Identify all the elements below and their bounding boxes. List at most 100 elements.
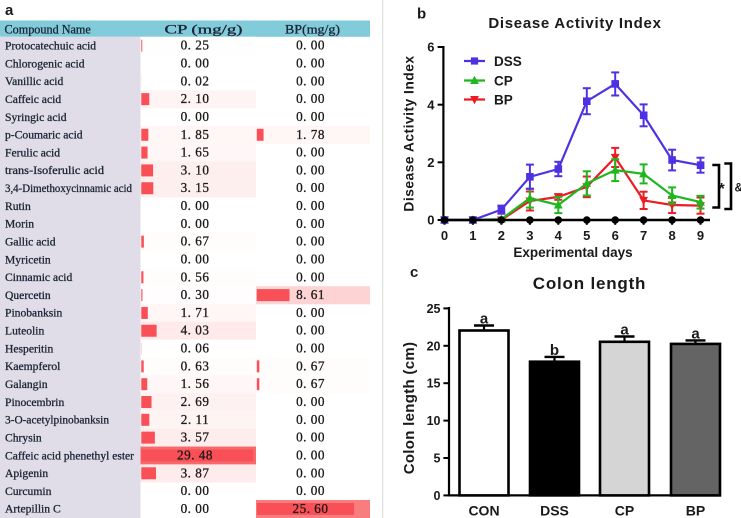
- svg-text:0. 02: 0. 02: [181, 73, 210, 88]
- svg-text:0: 0: [427, 213, 434, 228]
- svg-text:trans-Isoferulic acid: trans-Isoferulic acid: [5, 164, 104, 177]
- svg-text:0. 67: 0. 67: [296, 358, 325, 373]
- svg-text:3. 10: 3. 10: [181, 162, 210, 177]
- svg-text:BP: BP: [686, 503, 705, 518]
- svg-text:0. 00: 0. 00: [181, 109, 210, 124]
- svg-text:BP: BP: [494, 92, 513, 107]
- svg-text:0. 67: 0. 67: [181, 234, 210, 249]
- svg-text:10: 10: [427, 414, 441, 428]
- svg-text:0. 00: 0. 00: [296, 483, 325, 498]
- svg-text:3-O-acetylpinobanksin: 3-O-acetylpinobanksin: [5, 414, 109, 427]
- svg-text:0. 00: 0. 00: [296, 91, 325, 106]
- svg-text:Ferulic acid: Ferulic acid: [5, 146, 60, 159]
- svg-text:Cinnamic acid: Cinnamic acid: [5, 271, 72, 284]
- svg-text:Caffeic acid phenethyl ester: Caffeic acid phenethyl ester: [5, 449, 134, 462]
- svg-text:2: 2: [498, 228, 505, 243]
- svg-text:0. 00: 0. 00: [296, 465, 325, 480]
- svg-text:Kaempferol: Kaempferol: [5, 360, 60, 373]
- svg-text:4. 03: 4. 03: [181, 323, 210, 338]
- svg-text:8: 8: [668, 228, 675, 243]
- svg-text:0. 00: 0. 00: [296, 251, 325, 266]
- svg-text:3: 3: [526, 228, 533, 243]
- svg-text:9: 9: [697, 228, 704, 243]
- svg-text:0. 00: 0. 00: [181, 251, 210, 266]
- svg-text:2: 2: [427, 155, 434, 170]
- svg-text:Disease Activity Index: Disease Activity Index: [402, 55, 417, 211]
- svg-text:Caffeic acid: Caffeic acid: [5, 93, 61, 106]
- svg-text:Pinobanksin: Pinobanksin: [5, 307, 63, 320]
- svg-text:0. 00: 0. 00: [296, 73, 325, 88]
- svg-text:25: 25: [427, 302, 441, 316]
- svg-text:Galangin: Galangin: [5, 378, 48, 391]
- svg-text:0. 00: 0. 00: [296, 341, 325, 356]
- svg-text:a: a: [620, 322, 629, 339]
- svg-text:Colon length (cm): Colon length (cm): [401, 342, 418, 475]
- svg-text:0. 00: 0. 00: [296, 145, 325, 160]
- svg-text:Hesperitin: Hesperitin: [5, 342, 53, 355]
- svg-text:Experimental days: Experimental days: [513, 245, 632, 260]
- svg-text:p-Coumaric acid: p-Coumaric acid: [5, 129, 83, 142]
- svg-text:0. 00: 0. 00: [181, 198, 210, 213]
- svg-text:Chlorogenic acid: Chlorogenic acid: [5, 57, 85, 70]
- svg-text:Compound Name: Compound Name: [5, 22, 91, 36]
- svg-text:3,4-Dimethoxycinnamic acid: 3,4-Dimethoxycinnamic acid: [5, 182, 132, 195]
- svg-text:0. 25: 0. 25: [181, 38, 210, 53]
- svg-text:a: a: [480, 311, 489, 328]
- svg-text:2. 69: 2. 69: [181, 394, 210, 409]
- svg-text:6: 6: [427, 40, 434, 55]
- svg-text:0. 00: 0. 00: [181, 56, 210, 71]
- svg-text:5: 5: [434, 452, 441, 466]
- svg-text:Curcumin: Curcumin: [5, 485, 52, 498]
- svg-text:3. 87: 3. 87: [181, 465, 210, 480]
- svg-text:a: a: [5, 2, 14, 19]
- svg-text:Protocatechuic acid: Protocatechuic acid: [5, 40, 96, 53]
- svg-text:1. 65: 1. 65: [181, 145, 210, 160]
- svg-text:Disease Activity Index: Disease Activity Index: [488, 15, 661, 32]
- svg-text:0. 00: 0. 00: [296, 38, 325, 53]
- svg-text:&: &: [735, 183, 741, 195]
- svg-text:0. 00: 0. 00: [296, 198, 325, 213]
- svg-text:Chrysin: Chrysin: [5, 431, 42, 444]
- svg-text:5: 5: [583, 228, 590, 243]
- svg-text:1. 56: 1. 56: [181, 376, 210, 391]
- svg-text:Syringic acid: Syringic acid: [5, 111, 67, 124]
- svg-text:0. 56: 0. 56: [181, 269, 210, 284]
- svg-text:1. 85: 1. 85: [181, 127, 210, 142]
- svg-text:1: 1: [469, 228, 476, 243]
- svg-text:0. 00: 0. 00: [296, 234, 325, 249]
- svg-text:7: 7: [640, 228, 647, 243]
- svg-text:Apigenin: Apigenin: [5, 467, 48, 480]
- svg-text:Vanillic acid: Vanillic acid: [5, 75, 63, 88]
- svg-text:0. 67: 0. 67: [296, 376, 325, 391]
- svg-text:CP: CP: [615, 503, 634, 518]
- svg-text:0. 00: 0. 00: [296, 305, 325, 320]
- svg-text:BP(mg/g): BP(mg/g): [285, 22, 340, 36]
- svg-text:25. 60: 25. 60: [293, 501, 329, 516]
- svg-text:0. 63: 0. 63: [181, 358, 210, 373]
- svg-text:Rutin: Rutin: [5, 200, 31, 213]
- svg-text:0. 00: 0. 00: [296, 56, 325, 71]
- svg-text:a: a: [691, 326, 700, 343]
- svg-text:*: *: [718, 181, 725, 198]
- svg-text:15: 15: [427, 377, 441, 391]
- svg-text:0: 0: [434, 489, 441, 503]
- svg-text:3. 15: 3. 15: [181, 180, 210, 195]
- svg-text:c: c: [410, 264, 418, 281]
- svg-text:2. 11: 2. 11: [181, 412, 209, 427]
- svg-text:0. 00: 0. 00: [296, 447, 325, 462]
- svg-text:0. 30: 0. 30: [181, 287, 210, 302]
- svg-text:0. 00: 0. 00: [296, 323, 325, 338]
- svg-text:0. 00: 0. 00: [296, 412, 325, 427]
- svg-text:Colon length: Colon length: [533, 274, 646, 293]
- svg-text:Morin: Morin: [5, 218, 34, 231]
- svg-text:0. 06: 0. 06: [181, 341, 210, 356]
- svg-text:0. 00: 0. 00: [181, 501, 210, 516]
- svg-text:CP (mg/g): CP (mg/g): [165, 22, 243, 36]
- svg-text:0. 00: 0. 00: [296, 109, 325, 124]
- svg-text:8. 61: 8. 61: [296, 287, 325, 302]
- svg-text:DSS: DSS: [494, 54, 522, 69]
- svg-text:0. 00: 0. 00: [296, 430, 325, 445]
- svg-text:4: 4: [555, 228, 563, 243]
- svg-text:4: 4: [427, 97, 435, 112]
- svg-text:DSS: DSS: [540, 503, 569, 518]
